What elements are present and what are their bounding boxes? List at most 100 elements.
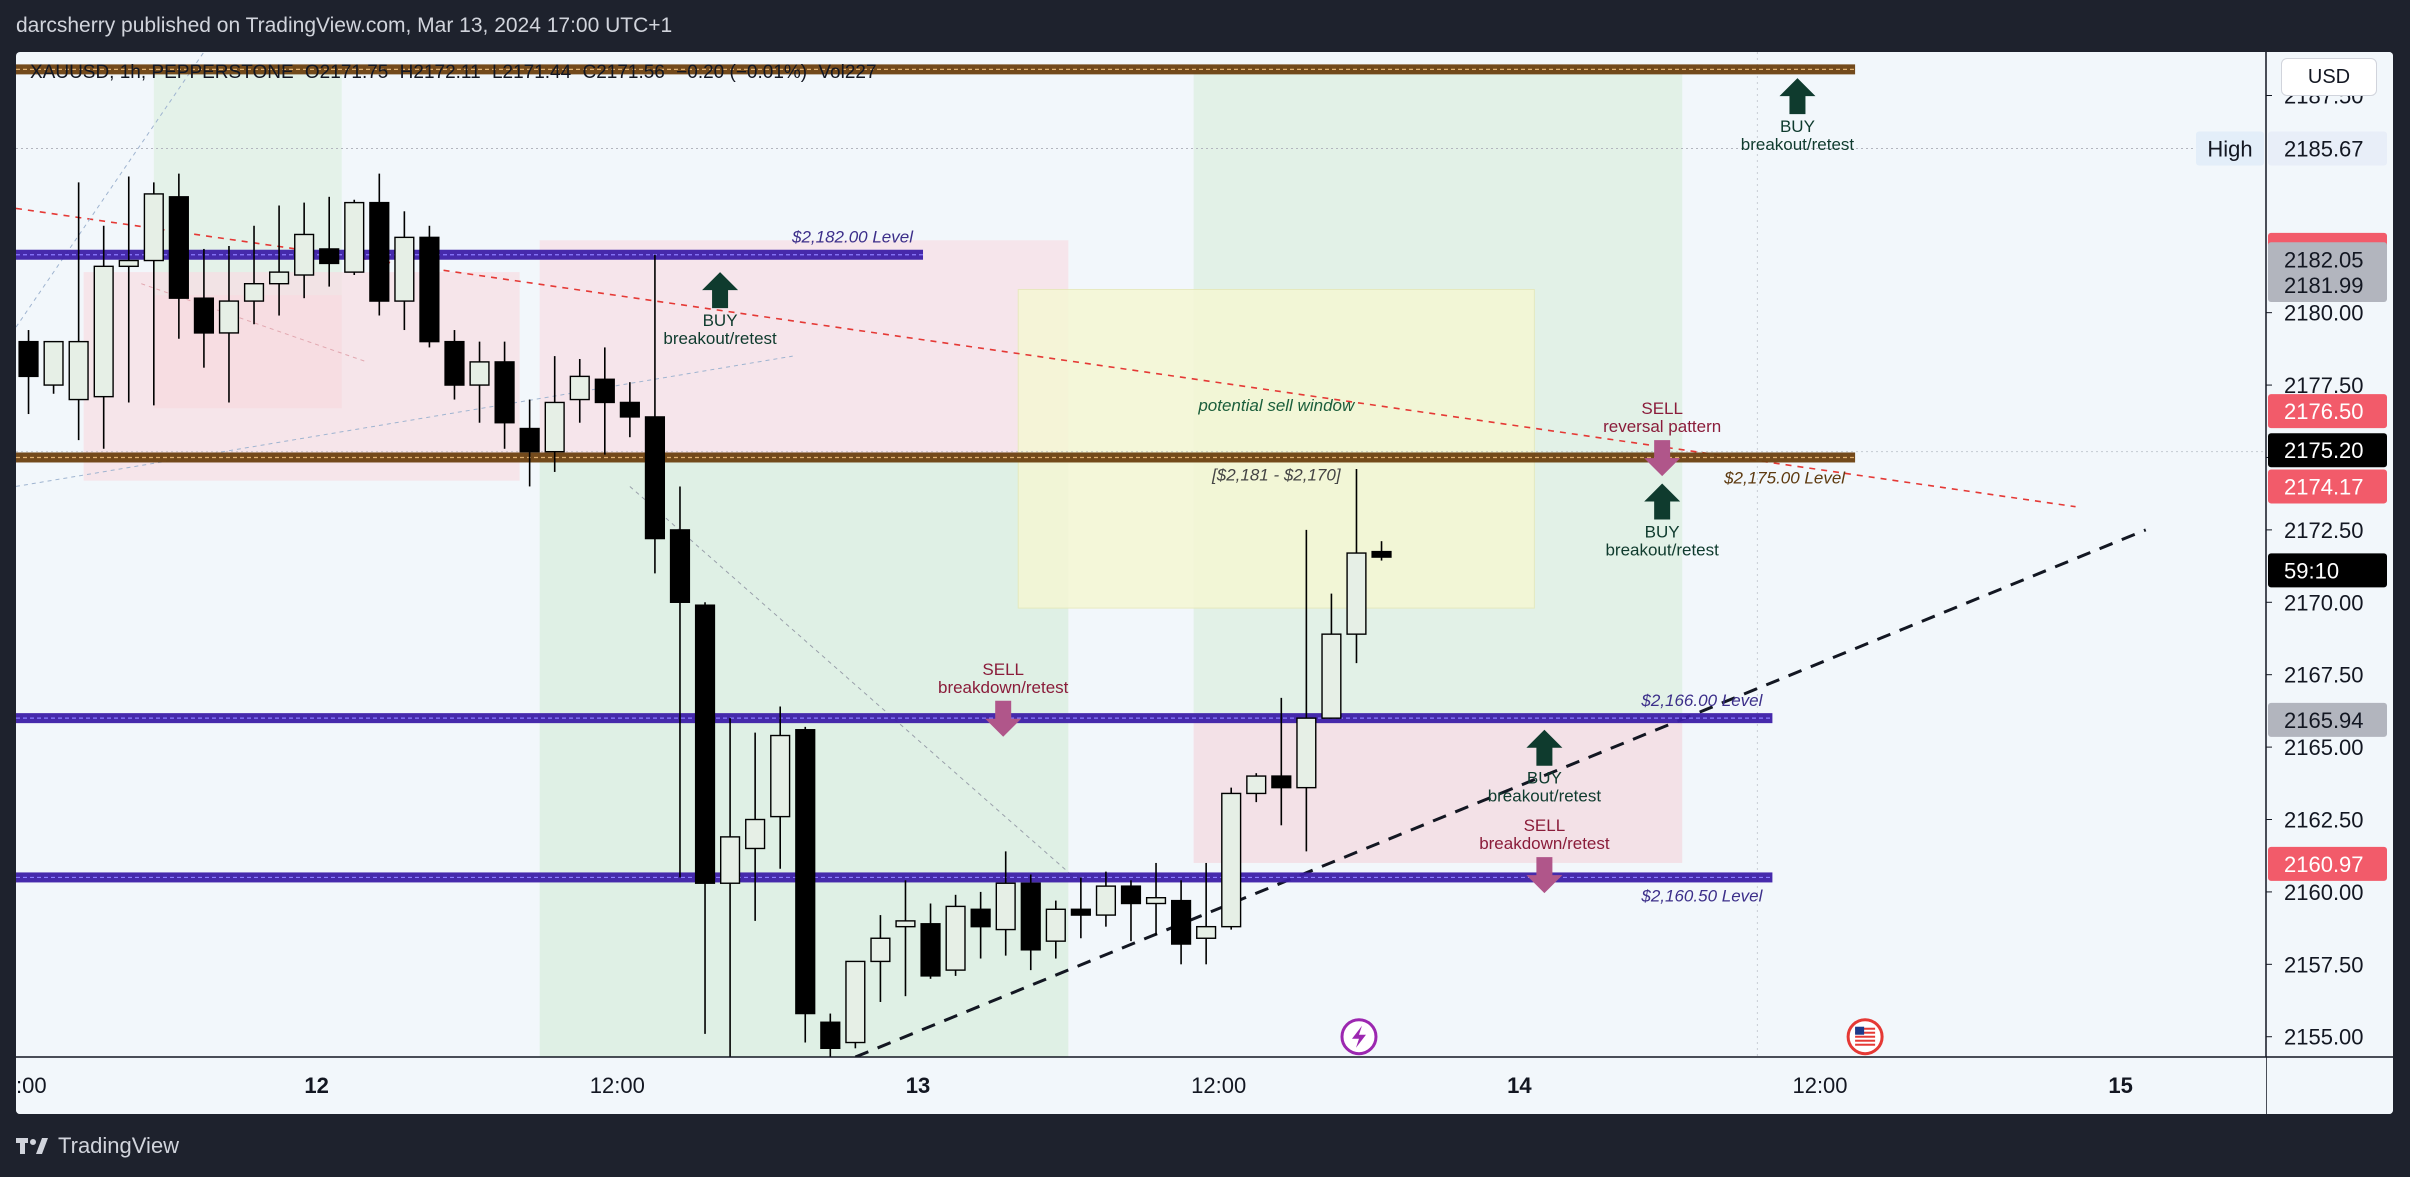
candle — [1170, 880, 1192, 965]
candle — [669, 486, 691, 878]
candle-body — [394, 236, 415, 302]
annotation-subtitle: breakdown/retest — [938, 678, 1069, 697]
x-tick-label: 13 — [906, 1073, 930, 1098]
aux-trendline — [16, 355, 793, 487]
candle-body — [294, 233, 315, 276]
price-tag-label: 2185.67 — [2284, 136, 2364, 161]
trade-annotations: BUYbreakout/retestSELLbreakdown/retestBU… — [663, 78, 1854, 894]
candle — [845, 960, 866, 1049]
candle — [93, 225, 114, 449]
candle — [544, 356, 565, 472]
currency-button[interactable]: USD — [2281, 58, 2377, 96]
candle — [294, 202, 315, 299]
candle-body — [895, 920, 916, 928]
price-tag-bg — [2268, 433, 2387, 468]
candle-body — [644, 416, 666, 540]
candle-body — [1271, 775, 1292, 789]
candle — [745, 732, 766, 921]
candle-body — [669, 529, 691, 603]
candle — [168, 173, 189, 339]
level-label: $2,160.50 Level — [1640, 886, 1763, 905]
x-tick-label: :00 — [16, 1073, 47, 1098]
buy-arrow-icon — [1779, 78, 1816, 115]
symbol-name[interactable]: XAUUSD, 1h, PEPPERSTONE — [30, 62, 294, 83]
level-band — [16, 249, 924, 260]
candle — [795, 726, 816, 1043]
candle — [494, 341, 515, 449]
candle — [995, 851, 1016, 956]
sell-window-range: [$2,181 - $2,170] — [1211, 466, 1342, 485]
candle-body — [694, 604, 716, 884]
annotation-title: BUY — [1527, 769, 1562, 788]
candle-body — [845, 960, 866, 1044]
candle-body — [795, 729, 816, 1015]
annotation-subtitle: breakout/retest — [1488, 787, 1602, 806]
x-tick-label: 12:00 — [1792, 1073, 1847, 1098]
candle-body — [193, 297, 215, 334]
candle — [1296, 529, 1317, 852]
high-tag-bg — [2196, 131, 2264, 166]
drawing-zones — [83, 66, 1683, 1058]
candle-body — [143, 193, 164, 262]
candlestick-chart[interactable]: $2,182.00 Level $2,175.00 Level $2,166.00 … — [16, 52, 2393, 1114]
candle-body — [268, 271, 290, 285]
annotation-title: SELL — [1524, 816, 1566, 835]
candle-body — [1120, 885, 1142, 905]
publisher-header: darcsherry published on TradingView.com,… — [0, 0, 2410, 52]
footer-brand[interactable]: TradingView — [58, 1133, 180, 1158]
buy-arrow-icon — [1526, 729, 1563, 766]
candle — [1145, 862, 1167, 936]
price-tag-label: 2175.20 — [2284, 438, 2364, 463]
price-tag-bg — [2268, 553, 2387, 588]
price-tag-label: 2160.97 — [2284, 852, 2364, 877]
candle — [18, 330, 39, 415]
price-tag-bg — [2268, 469, 2387, 504]
candle-body — [369, 201, 390, 302]
chart-area[interactable]: $2,182.00 Level $2,175.00 Level $2,166.00 … — [16, 52, 2393, 1114]
y-tick-label: 2162.50 — [2284, 808, 2364, 833]
ohlc-open: O2171.75 — [304, 62, 389, 83]
candle — [444, 330, 465, 400]
sell-arrow-icon — [1644, 440, 1681, 477]
candle — [895, 880, 916, 997]
candle-body — [995, 882, 1016, 931]
candle-body — [619, 401, 640, 418]
ohlc-legend: XAUUSD, 1h, PEPPERSTONE O2171.75 H2172.1… — [30, 62, 883, 84]
candle — [870, 915, 891, 1002]
annotation-title: SELL — [982, 660, 1024, 679]
candle — [143, 182, 164, 406]
buy-arrow-icon — [702, 272, 739, 309]
price-tag-label: 2176.50 — [2284, 399, 2364, 424]
ohlc-change: −0.20 (−0.01%) — [676, 62, 808, 83]
candle-body — [1095, 885, 1117, 916]
candle — [193, 248, 215, 368]
y-tick-label: 2155.00 — [2284, 1025, 2364, 1050]
candle-body — [1145, 897, 1167, 905]
candle — [118, 176, 139, 403]
candle — [68, 182, 89, 441]
candle-body — [1221, 792, 1242, 928]
candle-body — [945, 905, 966, 971]
candle-body — [1296, 717, 1317, 789]
flag-stripe — [1855, 1035, 1876, 1038]
price-tag-bg — [2268, 268, 2387, 303]
candles — [18, 173, 1392, 1057]
candle-body — [494, 361, 515, 424]
candle — [569, 359, 590, 423]
candle-body — [1070, 908, 1091, 916]
candle — [719, 718, 741, 1057]
annotation-subtitle: breakout/retest — [663, 329, 777, 348]
candle-body — [1170, 899, 1192, 945]
price-tag-bg — [2268, 394, 2387, 429]
candle-body — [770, 734, 791, 818]
candle-body — [594, 378, 615, 404]
sell-window-label: potential sell window — [1197, 396, 1356, 415]
y-tick-label: 2180.00 — [2284, 301, 2364, 326]
candle-body — [43, 340, 64, 386]
candle — [243, 225, 265, 325]
